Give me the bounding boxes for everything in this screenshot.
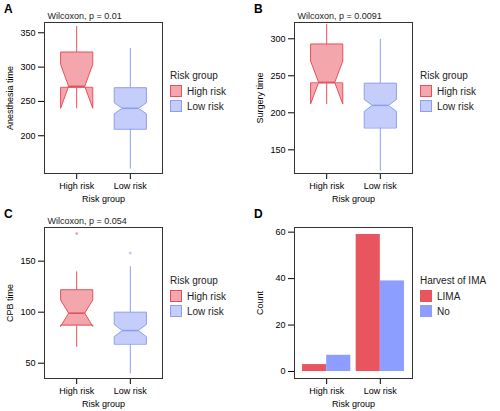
svg-text:50: 50: [25, 358, 35, 368]
html-text:Low risk: Low risk: [437, 100, 474, 112]
html-text:High risk: High risk: [437, 85, 476, 97]
svg-text:High risk: High risk: [309, 181, 345, 191]
html-text:Low risk: Low risk: [187, 305, 224, 317]
html-text:A: A: [4, 2, 13, 16]
html-text:Harvest of IMA: Harvest of IMA: [420, 275, 487, 286]
svg-text:Low risk: Low risk: [114, 181, 148, 191]
svg-text:150: 150: [270, 145, 285, 155]
svg-text:Low risk: Low risk: [364, 181, 398, 191]
svg-text:250: 250: [20, 96, 35, 106]
svg-text:Low risk: Low risk: [364, 386, 398, 396]
svg-text:Surgery time: Surgery time: [255, 72, 265, 123]
svg-text:60: 60: [275, 227, 285, 237]
html-text:C: C: [4, 207, 13, 221]
svg-text:Count: Count: [255, 291, 265, 316]
svg-text:150: 150: [20, 256, 35, 266]
svg-text:Risk group: Risk group: [332, 399, 375, 409]
svg-text:350: 350: [20, 28, 35, 38]
svg-text:Wilcoxon, p = 0.0091: Wilcoxon, p = 0.0091: [298, 11, 382, 21]
svg-text:High risk: High risk: [59, 386, 95, 396]
svg-text:100: 100: [20, 307, 35, 317]
svg-text:250: 250: [270, 71, 285, 81]
svg-text:High risk: High risk: [309, 386, 345, 396]
svg-text:Wilcoxon, p = 0.01: Wilcoxon, p = 0.01: [48, 11, 122, 21]
svg-text:0: 0: [280, 366, 285, 376]
html-text:B: B: [254, 2, 263, 16]
svg-text:Risk group: Risk group: [82, 194, 125, 204]
html-text:High risk: High risk: [187, 290, 226, 302]
svg-text:Wilcoxon, p = 0.054: Wilcoxon, p = 0.054: [48, 216, 127, 226]
svg-text:200: 200: [270, 108, 285, 118]
html-text:Risk group: Risk group: [420, 70, 468, 81]
svg-text:200: 200: [20, 131, 35, 141]
html-text:High risk: High risk: [187, 85, 226, 97]
svg-text:300: 300: [20, 62, 35, 72]
svg-text:Risk group: Risk group: [332, 194, 375, 204]
svg-text:300: 300: [270, 34, 285, 44]
html-text:Risk group: Risk group: [170, 275, 218, 286]
svg-text:CPB time: CPB time: [5, 284, 15, 322]
svg-text:High risk: High risk: [59, 181, 95, 191]
svg-text:20: 20: [275, 320, 285, 330]
html-text:Risk group: Risk group: [170, 70, 218, 81]
svg-text:40: 40: [275, 273, 285, 283]
svg-text:Anesthesia time: Anesthesia time: [5, 66, 15, 130]
html-text:No: No: [437, 305, 450, 317]
html-text:LIMA: LIMA: [437, 290, 461, 302]
html-text:Low risk: Low risk: [187, 100, 224, 112]
svg-text:Risk group: Risk group: [82, 399, 125, 409]
svg-text:Low risk: Low risk: [114, 386, 148, 396]
html-text:D: D: [254, 207, 263, 221]
